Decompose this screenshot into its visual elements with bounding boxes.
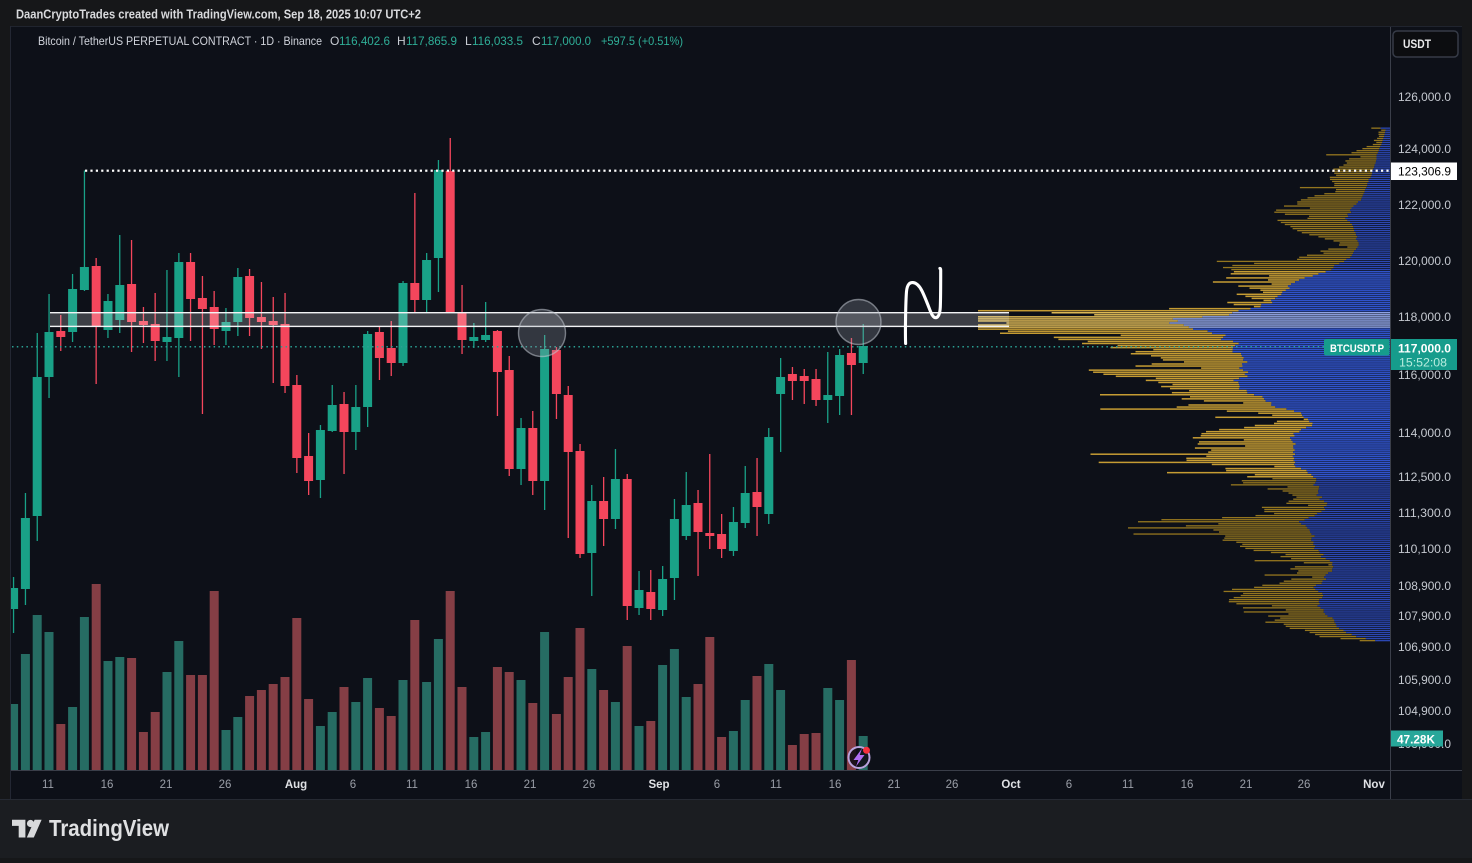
svg-text:O: O	[330, 34, 339, 48]
svg-text:108,900.0: 108,900.0	[1398, 579, 1451, 593]
svg-text:15:52:08: 15:52:08	[1399, 356, 1447, 370]
svg-text:L: L	[465, 34, 472, 48]
svg-text:117,000.0: 117,000.0	[1398, 342, 1451, 356]
svg-text:Sep: Sep	[648, 779, 669, 791]
svg-text:H: H	[397, 34, 406, 48]
svg-text:107,900.0: 107,900.0	[1398, 609, 1451, 623]
svg-text:124,000.0: 124,000.0	[1398, 142, 1451, 156]
svg-text:26: 26	[583, 779, 596, 791]
svg-text:47.28K: 47.28K	[1397, 733, 1435, 747]
svg-text:Nov: Nov	[1363, 779, 1385, 791]
svg-text:16: 16	[465, 779, 478, 791]
svg-text:116,402.6: 116,402.6	[339, 34, 390, 48]
svg-text:110,100.0: 110,100.0	[1398, 542, 1451, 556]
svg-text:6: 6	[1066, 779, 1072, 791]
svg-text:21: 21	[888, 779, 901, 791]
svg-text:11: 11	[406, 779, 418, 791]
svg-text:Bitcoin / TetherUS PERPETUAL C: Bitcoin / TetherUS PERPETUAL CONTRACT · …	[38, 34, 322, 48]
svg-text:6: 6	[350, 779, 356, 791]
svg-text:26: 26	[219, 779, 232, 791]
svg-text:Oct: Oct	[1001, 779, 1020, 791]
svg-text:114,000.0: 114,000.0	[1398, 426, 1451, 440]
svg-text:106,900.0: 106,900.0	[1398, 640, 1451, 654]
svg-text:16: 16	[101, 779, 114, 791]
svg-text:16: 16	[829, 779, 842, 791]
svg-text:120,000.0: 120,000.0	[1398, 254, 1451, 268]
svg-text:C: C	[532, 34, 541, 48]
svg-text:104,900.0: 104,900.0	[1398, 704, 1451, 718]
svg-text:112,500.0: 112,500.0	[1398, 470, 1451, 484]
svg-text:TradingView: TradingView	[49, 815, 169, 841]
svg-text:DaanCryptoTrades created with: DaanCryptoTrades created with TradingVie…	[16, 8, 421, 22]
svg-text:126,000.0: 126,000.0	[1398, 90, 1451, 104]
svg-text:122,000.0: 122,000.0	[1398, 198, 1451, 212]
svg-text:+597.5 (+0.51%): +597.5 (+0.51%)	[601, 34, 683, 48]
svg-text:6: 6	[714, 779, 720, 791]
svg-text:123,306.9: 123,306.9	[1398, 165, 1451, 179]
svg-text:11: 11	[42, 779, 54, 791]
svg-text:21: 21	[524, 779, 537, 791]
svg-text:21: 21	[1240, 779, 1253, 791]
svg-text:26: 26	[1298, 779, 1311, 791]
svg-text:117,865.9: 117,865.9	[406, 34, 457, 48]
svg-text:116,033.5: 116,033.5	[472, 34, 523, 48]
svg-text:BTCUSDT.P: BTCUSDT.P	[1330, 343, 1384, 355]
svg-text:117,000.0: 117,000.0	[541, 34, 591, 48]
svg-text:118,000.0: 118,000.0	[1398, 310, 1451, 324]
svg-text:111,300.0: 111,300.0	[1398, 506, 1451, 520]
svg-text:16: 16	[1181, 779, 1194, 791]
svg-text:116,000.0: 116,000.0	[1398, 368, 1451, 382]
svg-text:Aug: Aug	[285, 779, 307, 791]
svg-text:11: 11	[770, 779, 782, 791]
svg-text:26: 26	[946, 779, 959, 791]
svg-text:105,900.0: 105,900.0	[1398, 673, 1451, 687]
svg-text:11: 11	[1122, 779, 1134, 791]
svg-text:USDT: USDT	[1403, 39, 1431, 51]
svg-text:21: 21	[160, 779, 173, 791]
